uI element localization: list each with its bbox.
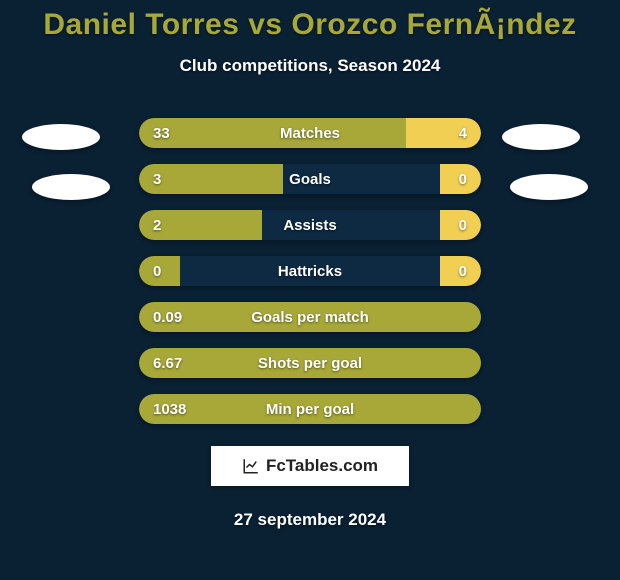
stat-label: Min per goal bbox=[139, 394, 481, 424]
stat-value-left: 1038 bbox=[153, 394, 186, 424]
stat-label: Goals bbox=[139, 164, 481, 194]
stat-value-left: 0 bbox=[153, 256, 161, 286]
watermark-text: FcTables.com bbox=[266, 456, 378, 476]
date-text: 27 september 2024 bbox=[0, 510, 620, 530]
badge-right-2 bbox=[510, 174, 588, 200]
stat-value-left: 2 bbox=[153, 210, 161, 240]
stat-value-left: 3 bbox=[153, 164, 161, 194]
chart-icon bbox=[242, 457, 260, 475]
stat-value-left: 6.67 bbox=[153, 348, 182, 378]
stat-label: Shots per goal bbox=[139, 348, 481, 378]
stat-label: Hattricks bbox=[139, 256, 481, 286]
stat-label: Matches bbox=[139, 118, 481, 148]
stat-value-right: 0 bbox=[459, 210, 467, 240]
stat-value-right: 0 bbox=[459, 256, 467, 286]
stat-label: Assists bbox=[139, 210, 481, 240]
badge-right-1 bbox=[502, 124, 580, 150]
comparison-infographic: Daniel Torres vs Orozco FernÃ¡ndez Club … bbox=[0, 0, 620, 580]
subtitle: Club competitions, Season 2024 bbox=[0, 56, 620, 76]
stat-row: Matches33 4 bbox=[139, 118, 481, 148]
stat-row: Goals3 0 bbox=[139, 164, 481, 194]
stat-value-right: 0 bbox=[459, 164, 467, 194]
badge-left-1 bbox=[22, 124, 100, 150]
watermark: FcTables.com bbox=[211, 446, 409, 486]
stats-list: Matches334Goals30Assists20Hattricks00Goa… bbox=[0, 118, 620, 424]
page-title: Daniel Torres vs Orozco FernÃ¡ndez bbox=[0, 8, 620, 42]
stat-value-left: 0.09 bbox=[153, 302, 182, 332]
stat-row: Goals per match0.09 bbox=[139, 302, 481, 332]
stat-row: Assists2 0 bbox=[139, 210, 481, 240]
stat-value-right: 4 bbox=[459, 118, 467, 148]
badge-left-2 bbox=[32, 174, 110, 200]
stat-row: Shots per goal6.67 bbox=[139, 348, 481, 378]
stat-row: Min per goal1038 bbox=[139, 394, 481, 424]
stat-row: Hattricks0 0 bbox=[139, 256, 481, 286]
stat-value-left: 33 bbox=[153, 118, 170, 148]
stat-label: Goals per match bbox=[139, 302, 481, 332]
